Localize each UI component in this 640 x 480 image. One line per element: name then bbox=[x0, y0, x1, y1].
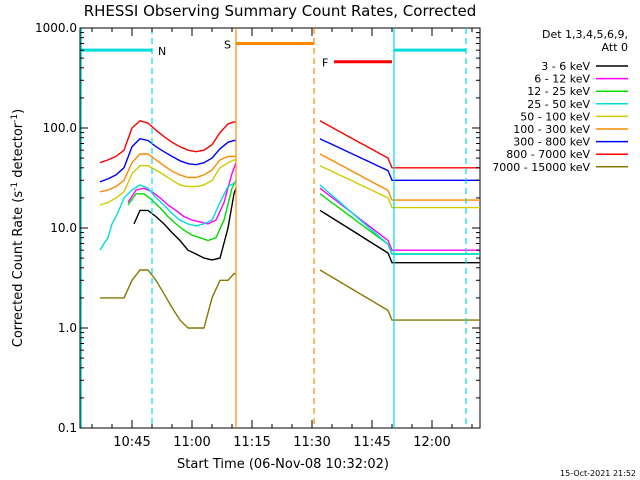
flag-label: S bbox=[224, 38, 231, 51]
series-line-post bbox=[319, 165, 480, 209]
x-tick-label: 11:30 bbox=[293, 435, 330, 450]
series-line-pre bbox=[99, 159, 236, 206]
y-axis-label-end: ) bbox=[11, 109, 26, 114]
series-line-post bbox=[319, 209, 480, 264]
y-tick-label: 1.0 bbox=[58, 321, 77, 335]
x-axis: 10:45 11:00 11:15 11:30 11:45 12:00 bbox=[91, 28, 473, 450]
chart-title: RHESSI Observing Summary Count Rates, Co… bbox=[84, 2, 477, 20]
series-line-pre bbox=[99, 179, 237, 251]
x-tick-label: 12:00 bbox=[413, 435, 450, 450]
y-tick-label: 100.0 bbox=[43, 121, 77, 135]
y-axis-label-main: Corrected Count Rate (s bbox=[11, 191, 26, 348]
series-line-pre bbox=[100, 269, 236, 329]
legend-label: 50 - 100 keV bbox=[520, 110, 590, 123]
y-axis: 0.1 1.0 10.0 100.0 1000.0 bbox=[35, 21, 480, 435]
x-tick-label: 10:45 bbox=[113, 435, 150, 450]
y-axis-label-exp1: -1 bbox=[10, 182, 20, 191]
y-axis-label-mid: detector bbox=[11, 122, 26, 182]
series-line-post bbox=[319, 184, 480, 255]
x-tick-label: 11:45 bbox=[353, 435, 390, 450]
series-line-pre bbox=[99, 138, 236, 183]
series-line-post bbox=[319, 120, 480, 169]
series-line-pre bbox=[127, 162, 237, 225]
y-tick-label: 0.1 bbox=[58, 421, 77, 435]
x-axis-label: Start Time (06-Nov-08 10:32:02) bbox=[177, 457, 389, 472]
legend-label: 6 - 12 keV bbox=[534, 73, 590, 86]
y-axis-label: Corrected Count Rate (s-1 detector-1) bbox=[10, 109, 26, 347]
legend-header-1: Det 1,3,4,5,6,9, bbox=[542, 28, 628, 41]
y-tick-label: 10.0 bbox=[50, 221, 77, 235]
legend-label: 800 - 7000 keV bbox=[506, 148, 590, 161]
timestamp: 15-Oct-2021 21:52 bbox=[560, 469, 636, 478]
legend-label: 3 - 6 keV bbox=[541, 60, 590, 73]
legend-label: 7000 - 15000 keV bbox=[492, 161, 590, 174]
y-tick-label: 1000.0 bbox=[35, 21, 77, 35]
series-line-post bbox=[319, 138, 480, 181]
flag-label: N bbox=[158, 45, 166, 58]
legend-label: 25 - 50 keV bbox=[527, 98, 590, 111]
flag-label: F bbox=[322, 57, 328, 70]
series-line-post bbox=[319, 153, 480, 201]
legend-label: 100 - 300 keV bbox=[513, 123, 590, 136]
x-tick-label: 11:00 bbox=[173, 435, 210, 450]
series-line-pre bbox=[133, 187, 237, 261]
series-line-pre bbox=[99, 120, 236, 164]
series-lines bbox=[99, 120, 480, 329]
legend-header-2: Att 0 bbox=[602, 41, 628, 54]
series-line-pre bbox=[99, 153, 236, 193]
legend-label: 12 - 25 keV bbox=[527, 85, 590, 98]
series-line-post bbox=[319, 269, 480, 321]
y-axis-label-exp2: -1 bbox=[10, 114, 20, 123]
series-line-pre bbox=[127, 179, 237, 242]
legend-label: 300 - 800 keV bbox=[513, 136, 590, 149]
x-tick-label: 11:15 bbox=[233, 435, 270, 450]
